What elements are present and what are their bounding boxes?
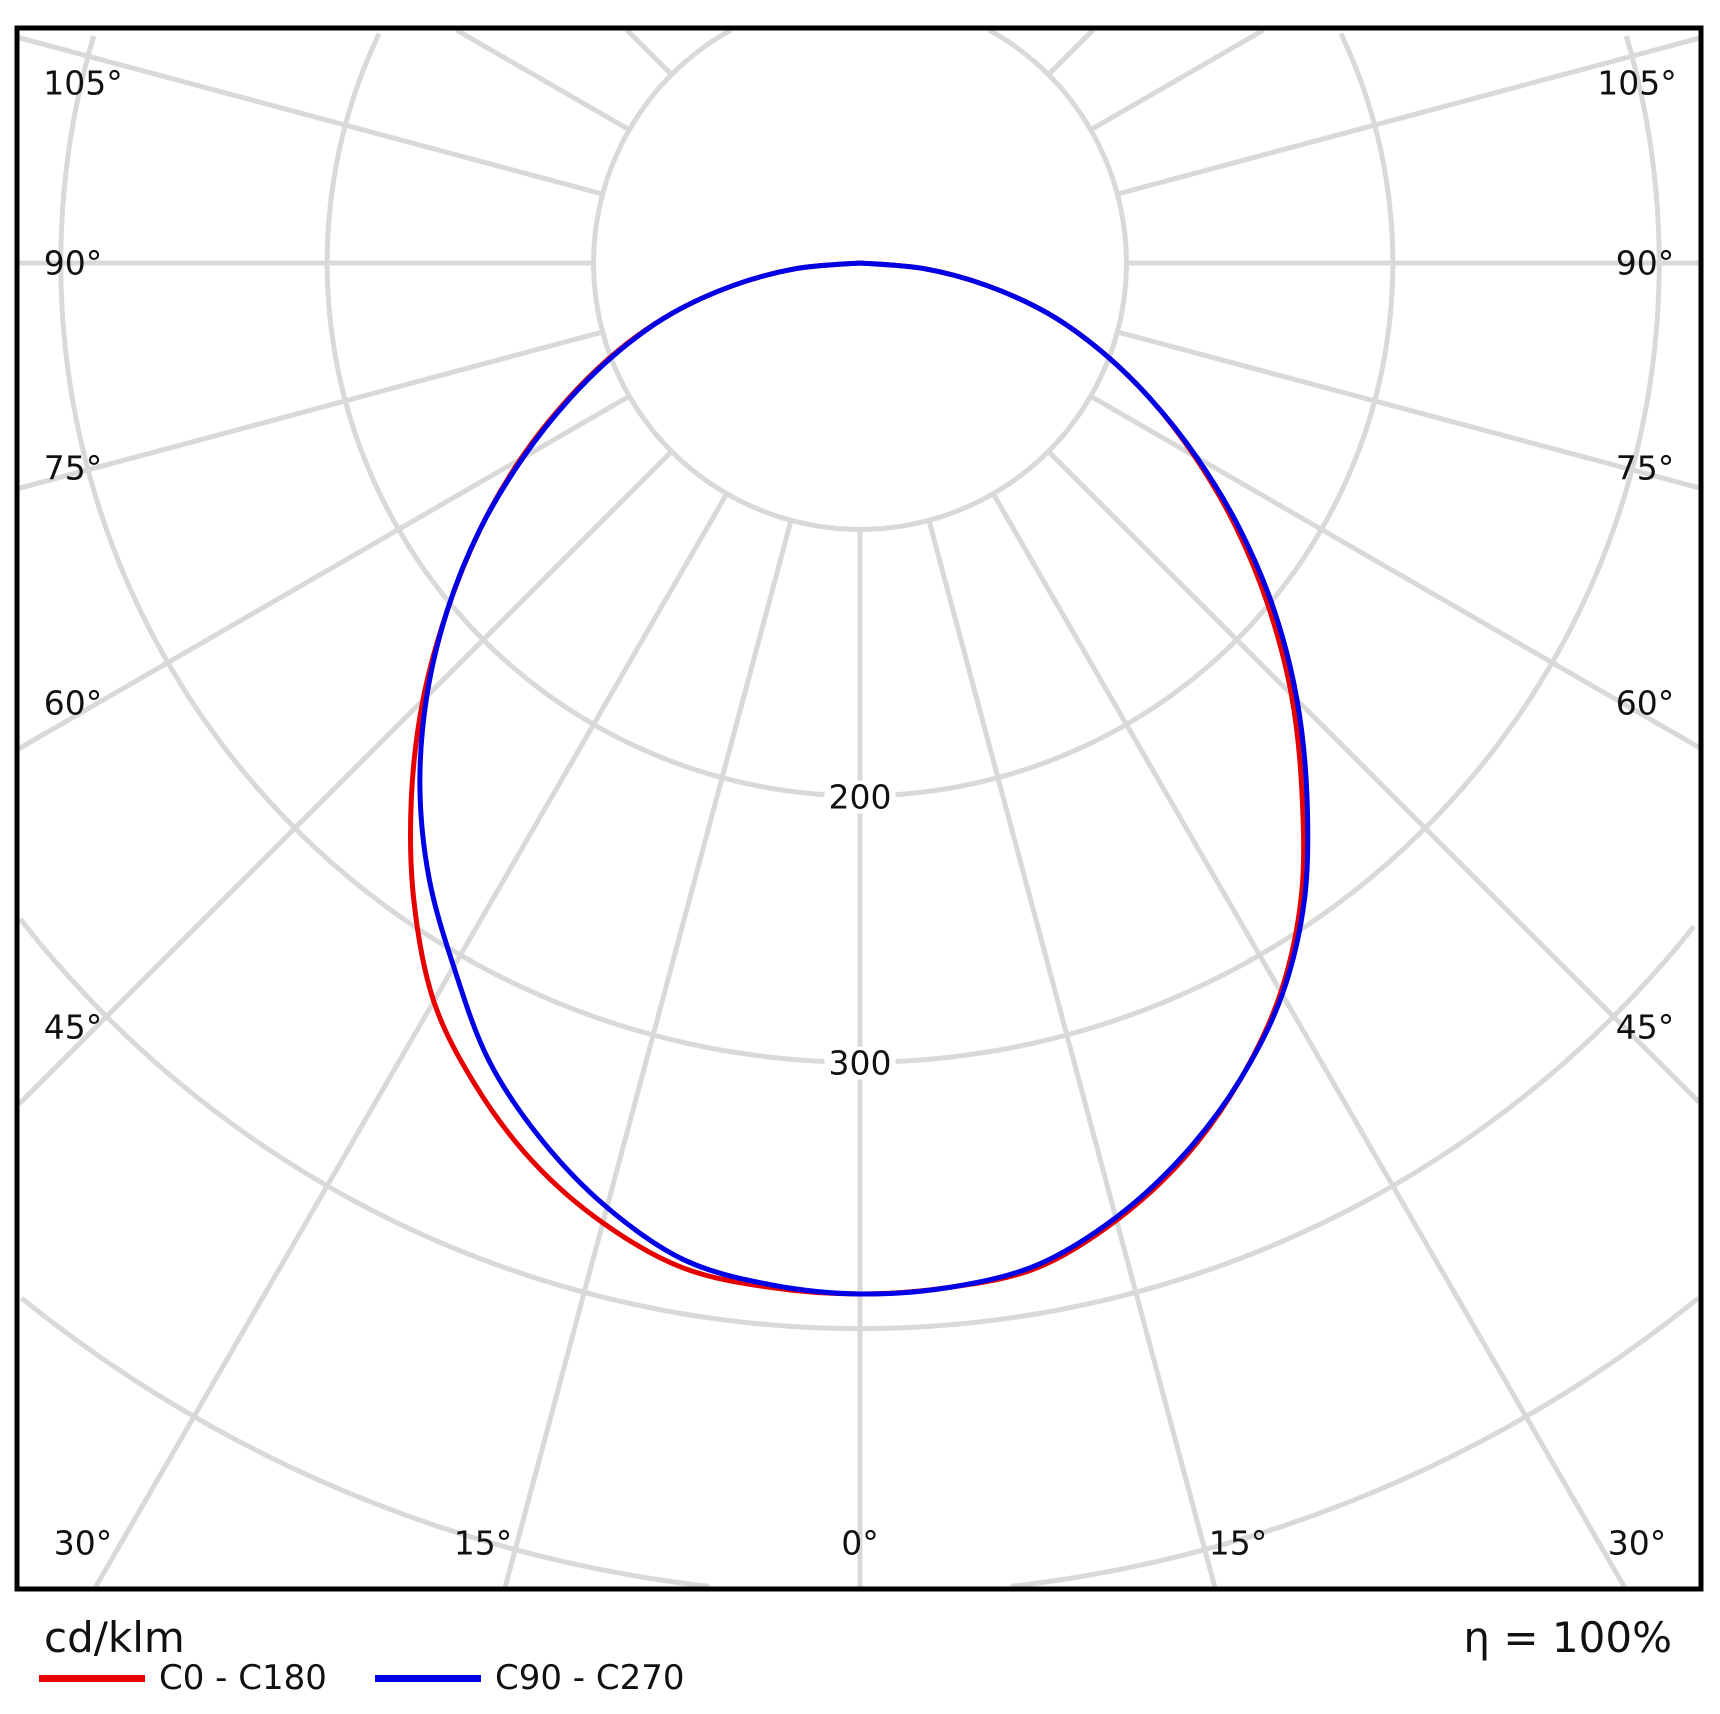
angle-label-right-105: 105° [1597, 63, 1677, 103]
angle-label-right-90: 90° [1615, 243, 1675, 283]
grid-spoke--30 [93, 492, 729, 1589]
grid-spoke-135 [1046, 28, 1095, 77]
angle-label-right-75: 75° [1615, 448, 1675, 488]
efficiency-label: η = 100% [1463, 1613, 1672, 1662]
angle-label-bottom-15-right: 15° [1208, 1523, 1268, 1563]
grid-spoke--15 [502, 519, 794, 1588]
radial-label-300: 300 [824, 1046, 896, 1080]
angle-label-left-75: 75° [43, 448, 103, 488]
angle-label-bottom-30-left: 30° [53, 1523, 113, 1563]
grid-spoke-105 [1116, 35, 1700, 197]
angle-label-right-60: 60° [1615, 683, 1675, 723]
grid-circle-500 [20, 1296, 1700, 1589]
grid-spoke--135 [625, 28, 674, 77]
grid-circle-300 [58, 35, 1662, 1065]
grid-spoke-15 [926, 519, 1218, 1588]
grid-spoke-75 [1116, 329, 1700, 491]
legend-swatch-blue [375, 1675, 481, 1683]
grid-spoke--105 [18, 35, 604, 197]
grid-spoke-60 [1089, 394, 1701, 750]
legend-item-c90-c270: C90 - C270 [375, 1658, 685, 1698]
grid-spoke--75 [18, 329, 604, 491]
grid-circle-400 [18, 917, 1696, 1332]
legend-swatch-red [39, 1675, 145, 1683]
radial-label-200: 200 [824, 780, 896, 814]
unit-label: cd/klm [44, 1613, 185, 1662]
angle-label-left-60: 60° [43, 683, 103, 723]
angle-label-right-45: 45° [1615, 1007, 1675, 1047]
angle-label-bottom-0: 0° [841, 1523, 879, 1563]
angle-label-left-45: 45° [43, 1007, 103, 1047]
grid-spoke--60 [17, 394, 631, 751]
grid-spoke-30 [991, 492, 1627, 1589]
grid-spoke-120 [1089, 27, 1265, 132]
legend-item-c0-c180: C0 - C180 [39, 1658, 327, 1698]
legend-label: C90 - C270 [495, 1658, 685, 1698]
angle-label-left-105: 105° [43, 63, 123, 103]
polar-grid [17, 27, 1701, 1589]
grid-spoke--45 [17, 449, 674, 1106]
legend-label: C0 - C180 [159, 1658, 327, 1698]
plot-frame [14, 25, 1704, 1592]
grid-spoke-45 [1046, 449, 1701, 1104]
angle-label-bottom-30-right: 30° [1607, 1523, 1667, 1563]
grid-circle-200 [324, 32, 1396, 799]
grid-circle-100 [591, 27, 1129, 532]
grid-spoke--120 [455, 27, 631, 132]
series-curve-1 [417, 260, 1311, 1297]
angle-label-left-90: 90° [43, 243, 103, 283]
angle-label-bottom-15-left: 15° [453, 1523, 513, 1563]
curves [407, 260, 1311, 1297]
